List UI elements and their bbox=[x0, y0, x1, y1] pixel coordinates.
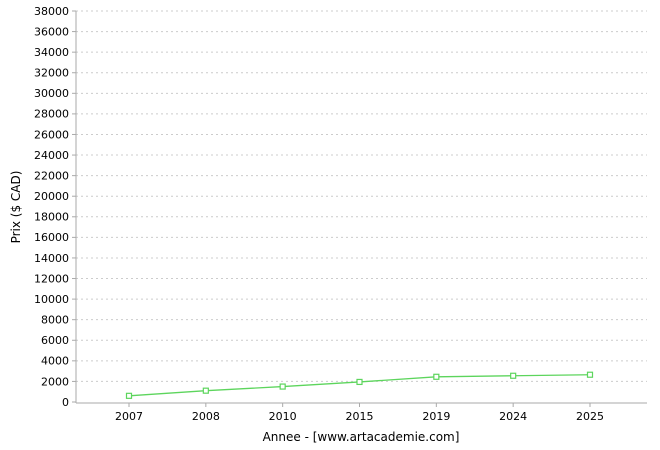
data-point-marker bbox=[510, 372, 517, 379]
data-point-marker bbox=[433, 373, 440, 380]
y-tick-label: 12000 bbox=[34, 272, 69, 285]
y-tick-label: 8000 bbox=[41, 314, 69, 327]
y-tick-label: 14000 bbox=[34, 252, 69, 265]
y-tick-label: 24000 bbox=[34, 149, 69, 162]
y-axis-ticks: 0 2000 4000 6000 8000 10000 12000 14000 16000 180… bbox=[34, 5, 76, 409]
price-line bbox=[128, 374, 591, 397]
x-tick-label: 2024 bbox=[499, 410, 527, 423]
data-point-marker bbox=[279, 383, 286, 390]
data-point-marker bbox=[586, 371, 594, 378]
x-tick-label: 2010 bbox=[269, 410, 297, 423]
y-tick-label: 4000 bbox=[41, 355, 69, 368]
y-axis-title: Prix ($ CAD) bbox=[9, 170, 23, 244]
y-tick-label: 16000 bbox=[34, 231, 69, 244]
y-tick-label: 36000 bbox=[34, 25, 69, 38]
y-tick-label: 22000 bbox=[34, 169, 69, 182]
data-point-marker bbox=[202, 387, 209, 394]
gridlines bbox=[76, 10, 647, 382]
data-point-marker bbox=[356, 378, 363, 386]
y-tick-label: 32000 bbox=[34, 67, 69, 80]
x-tick-label: 2008 bbox=[192, 410, 220, 423]
y-tick-label: 20000 bbox=[34, 190, 69, 203]
y-tick-label: 2000 bbox=[41, 375, 69, 388]
y-tick-label: 10000 bbox=[34, 293, 69, 306]
price-series bbox=[125, 371, 594, 399]
y-tick-label: 0 bbox=[62, 396, 69, 409]
y-tick-label: 26000 bbox=[34, 128, 69, 141]
y-tick-label: 30000 bbox=[34, 87, 69, 100]
y-tick-label: 38000 bbox=[34, 5, 69, 18]
x-axis-ticks: 2007 2008 2010 2015 2019 2024 2025 bbox=[115, 403, 604, 423]
x-tick-label: 2025 bbox=[576, 410, 604, 423]
data-point-marker bbox=[125, 392, 133, 399]
axes bbox=[75, 11, 647, 404]
y-tick-label: 28000 bbox=[34, 108, 69, 121]
x-tick-label: 2019 bbox=[422, 410, 450, 423]
x-tick-label: 2007 bbox=[115, 410, 143, 423]
y-tick-label: 18000 bbox=[34, 211, 69, 224]
y-tick-label: 6000 bbox=[41, 334, 69, 347]
x-axis-title: Annee - [www.artacademie.com] bbox=[262, 430, 460, 444]
y-tick-label: 34000 bbox=[34, 46, 69, 59]
x-tick-label: 2015 bbox=[346, 410, 374, 423]
